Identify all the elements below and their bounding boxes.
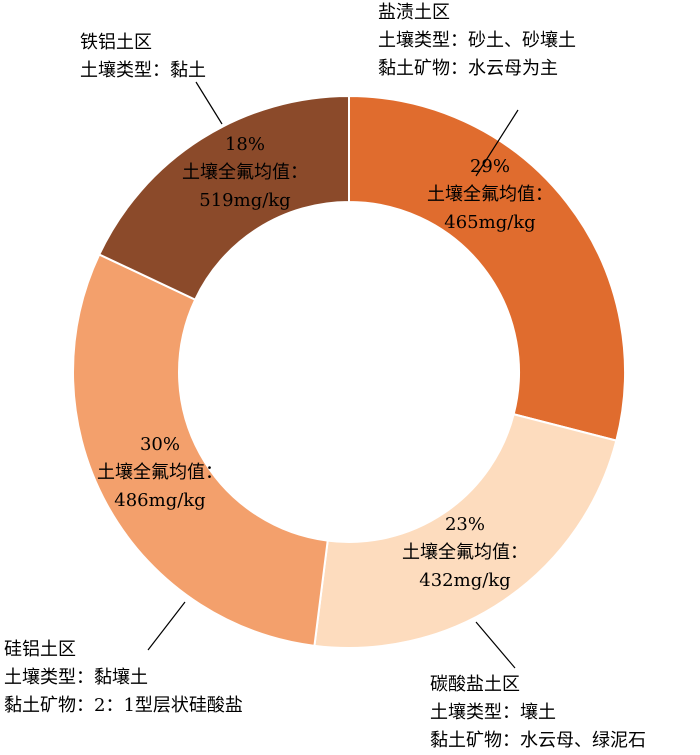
slice-mean-value-4: 519mg/kg <box>199 190 290 211</box>
slice-region-label-4-0: 铁铝土区 <box>80 32 152 53</box>
slice-region-label-1-0: 盐渍土区 <box>378 2 450 23</box>
slice-region-label-2-0: 碳酸盐土区 <box>430 674 520 695</box>
leader-line-3 <box>147 601 186 651</box>
donut-slices <box>72 94 626 649</box>
slice-note-2-1: 土壤类型：壤土 <box>430 702 556 723</box>
donut-slice-1 <box>348 94 626 442</box>
donut-slice-2 <box>313 413 618 649</box>
leader-line-1 <box>475 109 519 177</box>
slice-percent-label-4: 18% <box>225 134 265 155</box>
slice-note-3-1: 土壤类型：黏壤土 <box>4 667 148 688</box>
slice-note-4-1: 土壤类型：黏土 <box>80 60 206 81</box>
slice-mean-value-1: 465mg/kg <box>444 212 535 233</box>
leader-line-4 <box>195 81 223 125</box>
slice-percent-label-3: 30% <box>140 434 180 455</box>
slice-outside-labels: 盐渍土区土壤类型：砂土、砂壤土黏土矿物：水云母为主碳酸盐土区土壤类型：壤土黏土矿… <box>4 2 646 751</box>
slice-mean-caption-1: 土壤全氟均值： <box>427 184 553 205</box>
leader-lines <box>147 81 519 669</box>
slice-mean-caption-4: 土壤全氟均值： <box>182 162 308 183</box>
slice-note-1-1: 土壤类型：砂土、砂壤土 <box>378 30 576 51</box>
leader-line-2 <box>475 621 516 669</box>
donut-slice-3 <box>72 253 329 647</box>
slice-percent-label-2: 23% <box>445 514 485 535</box>
slice-note-2-2: 黏土矿物：水云母、绿泥石 <box>430 730 646 751</box>
slice-note-3-2: 黏土矿物：2：1型层状硅酸盐 <box>4 695 243 716</box>
slice-mean-caption-2: 土壤全氟均值： <box>402 542 528 563</box>
slice-region-label-3-0: 硅铝土区 <box>4 639 76 660</box>
slice-note-1-2: 黏土矿物：水云母为主 <box>378 58 558 79</box>
slice-mean-value-2: 432mg/kg <box>419 570 510 591</box>
slice-mean-value-3: 486mg/kg <box>114 490 205 511</box>
donut-slice-4 <box>97 94 350 301</box>
slice-inside-labels: 29% 土壤全氟均值： 465mg/kg 23% 土壤全氟均值： 432mg/kg 30% 土… <box>97 134 553 591</box>
slice-percent-label-1: 29% <box>470 156 510 177</box>
slice-mean-caption-3: 土壤全氟均值： <box>97 462 223 483</box>
